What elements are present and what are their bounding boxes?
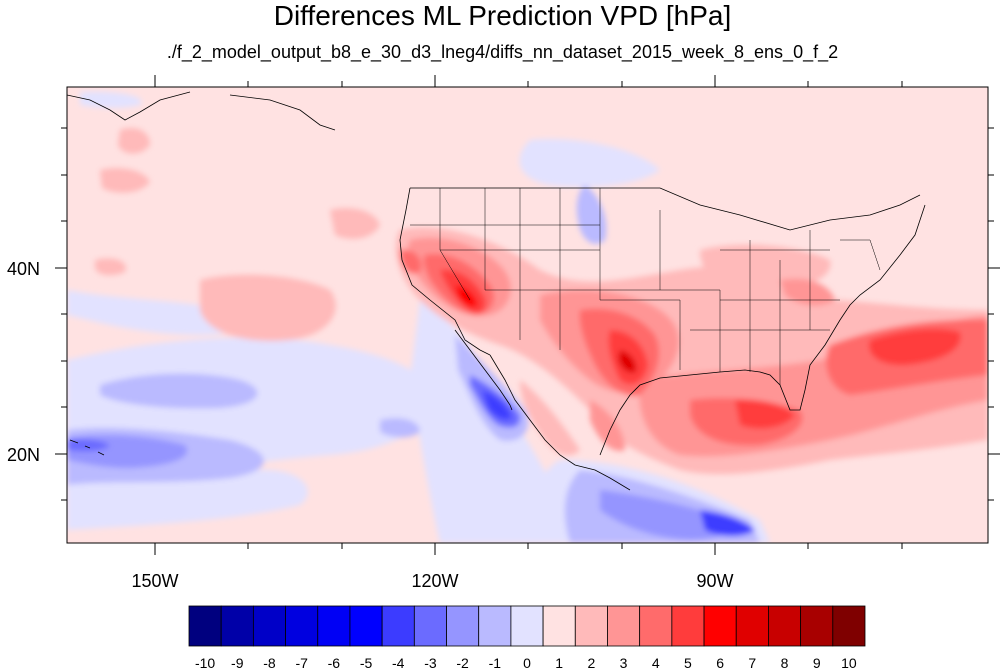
colorbar-tick-label: -1 (489, 655, 502, 671)
colorbar-tick-label: 8 (781, 655, 789, 671)
colorbar-tick-label: 5 (684, 655, 692, 671)
colorbar-tick-label: -3 (424, 655, 437, 671)
colorbar-tick-label: -2 (456, 655, 469, 671)
colorbar-swatch (478, 605, 512, 647)
colorbar: -10 -9 -8 -7 -6 -5 -4 -3 -2 -1 0 1 2 3 4 5 6 7 8 9 10 (188, 605, 866, 671)
colorbar-swatch (735, 605, 769, 647)
state-borders (410, 188, 881, 385)
map-plot-area (67, 87, 988, 543)
colorbar-tick-label: 6 (716, 655, 724, 671)
colorbar-swatch (671, 605, 705, 647)
lat-label-40n: 40N (7, 259, 40, 279)
colorbar-tick-label: 2 (587, 655, 595, 671)
lon-label-120w: 120W (411, 571, 458, 591)
colorbar-swatch (381, 605, 415, 647)
colorbar-tick-label: 0 (523, 655, 531, 671)
colorbar-swatch (607, 605, 641, 647)
colorbar-tick-label: -8 (263, 655, 276, 671)
colorbar-swatch (800, 605, 834, 647)
lat-label-20n: 20N (7, 445, 40, 465)
colorbar-tick-label: 1 (555, 655, 563, 671)
colorbar-swatch (220, 605, 254, 647)
colorbar-swatch (542, 605, 576, 647)
map-title: Differences ML Prediction VPD [hPa] (273, 0, 732, 31)
map-subtitle: ./f_2_model_output_b8_e_30_d3_lneg4/diff… (166, 42, 839, 62)
colorbar-tick-label: -10 (195, 655, 215, 671)
colorbar-swatch (252, 605, 286, 647)
lon-label-150w: 150W (131, 571, 178, 591)
colorbar-tick-label: 3 (620, 655, 628, 671)
colorbar-swatch (413, 605, 447, 647)
colorbar-tick-label: 7 (748, 655, 756, 671)
colorbar-swatch (574, 605, 608, 647)
colorbar-swatch (703, 605, 737, 647)
colorbar-swatch (510, 605, 544, 647)
axis-ticks (55, 75, 1000, 555)
colorbar-tick-label: 10 (841, 655, 857, 671)
colorbar-swatch (768, 605, 802, 647)
colorbar-swatch (446, 605, 480, 647)
colorbar-swatch (639, 605, 673, 647)
anomaly-field (67, 91, 988, 543)
colorbar-tick-label: -7 (295, 655, 308, 671)
colorbar-tick-label: -4 (392, 655, 405, 671)
colorbar-swatch (317, 605, 351, 647)
colorbar-tick-label: -6 (328, 655, 341, 671)
colorbar-tick-label: 9 (813, 655, 821, 671)
colorbar-swatch (285, 605, 319, 647)
colorbar-swatch (349, 605, 383, 647)
colorbar-tick-label: -9 (231, 655, 244, 671)
colorbar-tick-label: 4 (652, 655, 660, 671)
coastlines (67, 91, 926, 491)
colorbar-swatch (188, 605, 222, 647)
colorbar-swatch (832, 605, 866, 647)
colorbar-tick-label: -5 (360, 655, 373, 671)
lon-label-90w: 90W (696, 571, 733, 591)
